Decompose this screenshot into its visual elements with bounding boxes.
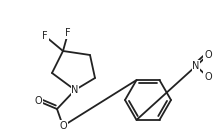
Text: N: N: [192, 61, 200, 71]
Text: F: F: [65, 28, 71, 38]
Text: O: O: [204, 72, 212, 82]
Text: O: O: [59, 121, 67, 131]
Text: O: O: [34, 96, 42, 106]
Text: N: N: [71, 85, 79, 95]
Text: F: F: [42, 31, 48, 41]
Text: O: O: [204, 50, 212, 60]
